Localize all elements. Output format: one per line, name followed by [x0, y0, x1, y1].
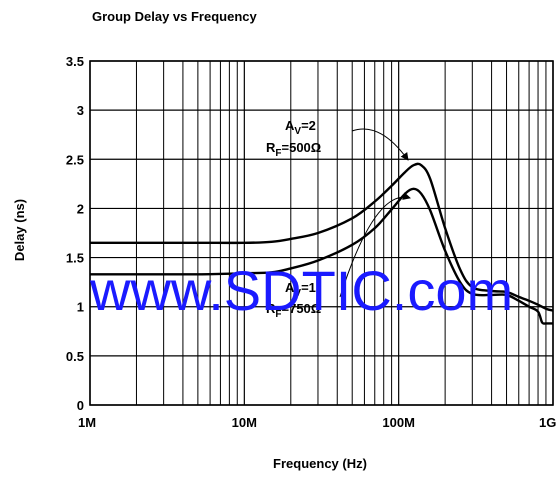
grid — [89, 60, 554, 406]
y-tick-label: 1 — [77, 300, 84, 315]
y-tick-label: 2.5 — [66, 152, 84, 167]
y-tick-label: 3 — [77, 103, 84, 118]
series-lines — [89, 162, 554, 325]
series-line-1 — [89, 162, 554, 312]
x-axis-label: Frequency (Hz) — [273, 456, 367, 471]
y-tick-label: 0 — [77, 398, 84, 413]
y-tick-label: 1.5 — [66, 251, 84, 266]
annotation-rf-value: =750Ω — [282, 301, 322, 316]
y-axis-label: Delay (ns) — [12, 199, 27, 261]
annotation-rf-letter: R — [266, 140, 276, 155]
chart-title: Group Delay vs Frequency — [92, 9, 257, 24]
annotation-rf-subscript: F — [275, 148, 281, 159]
annotation-rf-letter: R — [266, 301, 276, 316]
annotation-gain-letter: A — [285, 118, 295, 133]
annotation-rf-label: RF=750Ω — [266, 301, 321, 320]
annotation-gain-subscript: V — [294, 288, 301, 299]
x-tick-label: 10M — [232, 415, 257, 430]
annotation-rf-value: =500Ω — [282, 140, 322, 155]
y-tick-label: 2 — [77, 201, 84, 216]
annotation-rf-label: RF=500Ω — [266, 140, 321, 159]
series-line-2 — [90, 187, 554, 325]
x-tick-label: 1M — [78, 415, 96, 430]
annotation-av2: AV=2 RF=500Ω — [266, 118, 409, 161]
annotation-rf-subscript: F — [275, 309, 281, 320]
annotation-av1: AV=1 RF=750Ω — [266, 192, 411, 320]
y-tick-label: 0.5 — [66, 349, 84, 364]
annotation-gain-letter: A — [285, 280, 295, 295]
annotation-arrow — [351, 128, 409, 161]
annotation-gain-label: AV=1 — [285, 280, 316, 299]
annotation-arrow — [339, 192, 411, 298]
annotation-gain-value: =1 — [301, 280, 316, 295]
y-tick-label: 3.5 — [66, 54, 84, 69]
annotation-gain-value: =2 — [301, 118, 316, 133]
x-tick-label: 1G — [539, 415, 556, 430]
annotation-gain-subscript: V — [294, 126, 301, 137]
plot-frame — [89, 60, 554, 406]
annotation-gain-label: AV=2 — [285, 118, 316, 137]
tick-labels: 0 0.5 1 1.5 2 2.5 3 3.5 1M 10M 100M 1G — [66, 54, 556, 430]
x-tick-label: 100M — [382, 415, 415, 430]
watermark: www.SDTIC.com — [89, 259, 513, 322]
